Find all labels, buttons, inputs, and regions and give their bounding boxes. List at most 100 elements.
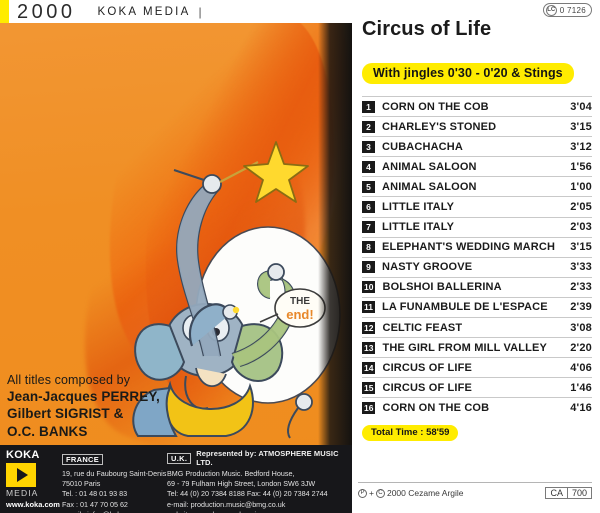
year-label: 2000 (17, 0, 76, 23)
france-address-line1: 19, rue du Faubourg Saint-Denis (62, 469, 167, 478)
table-row[interactable]: 9 NASTY GROOVE 3'33 (362, 256, 592, 277)
track-number: 5 (362, 180, 375, 193)
track-duration: 1'56 (570, 160, 592, 173)
lc-circle-icon: LC (545, 4, 557, 16)
album-title: Circus of Life (362, 18, 492, 40)
france-tag: FRANCE (62, 454, 104, 465)
credits-composer-1: Jean-Jacques PERREY, (7, 389, 160, 404)
uk-address: BMG Production Music. Bedford House, 69 … (167, 469, 352, 513)
track-duration: 3'33 (570, 261, 592, 274)
footer-bar: KOKA MEDIA www.koka.com FRANCE 19, rue d… (0, 445, 352, 513)
speech-bubble-line1: THE (290, 296, 310, 307)
track-title: CIRCUS OF LIFE (382, 381, 472, 394)
copyright-holder: 2000 Cezame Argile (386, 488, 464, 498)
table-row[interactable]: 7 LITTLE ITALY 2'03 (362, 216, 592, 237)
table-row[interactable]: 1 CORN ON THE COB 3'04 (362, 96, 592, 116)
uk-phones: Tel: 44 (0) 20 7384 8188 Fax: 44 (0) 20 … (167, 489, 328, 499)
track-duration: 3'12 (570, 140, 592, 153)
koka-play-icon (6, 463, 36, 487)
table-row[interactable]: 13 THE GIRL FROM MILL VALLEY 2'20 (362, 337, 592, 357)
uk-representative: Represented by: ATMOSPHERE MUSIC LTD. (196, 449, 339, 467)
panel-divider-band (318, 0, 352, 513)
track-number: 13 (362, 341, 376, 354)
track-title: CORN ON THE COB (382, 100, 489, 113)
track-duration: 1'00 (570, 180, 592, 193)
table-row[interactable]: 15 CIRCUS OF LIFE 1'46 (362, 377, 592, 397)
track-title: THE GIRL FROM MILL VALLEY (382, 341, 547, 354)
track-number: 9 (362, 261, 375, 274)
track-number: 8 (362, 241, 375, 254)
koka-media-label: MEDIA (6, 488, 39, 498)
copyright-icon: C (375, 488, 385, 498)
track-number: 3 (362, 140, 375, 153)
uk-email[interactable]: e-mail: production.music@bmg.co.uk (167, 499, 286, 509)
table-row[interactable]: 14 CIRCUS OF LIFE 4'06 (362, 357, 592, 377)
credits-intro: All titles composed by (7, 373, 131, 387)
track-title: ANIMAL SALOON (382, 180, 477, 193)
france-email[interactable]: e.mail : infos@koka.com (62, 510, 167, 513)
catalog-number: 700 (571, 488, 587, 498)
track-duration: 3'15 (570, 120, 592, 133)
copyright-text: P + C 2000 Cezame Argile (358, 488, 464, 498)
artwork-panel: THE end! All titles composed by Jean-Jac… (0, 0, 352, 513)
france-tel: Tel. : 01 48 01 93 83 (62, 489, 128, 499)
track-number: 15 (362, 381, 376, 394)
play-triangle-icon (17, 468, 28, 482)
publisher-label: KOKA MEDIA (97, 5, 191, 18)
track-duration: 3'04 (570, 100, 592, 113)
track-title: CUBACHACHA (382, 140, 463, 153)
track-duration: 4'16 (570, 401, 592, 414)
table-row[interactable]: 11 LA FUNAMBULE DE L'ESPACE 2'39 (362, 296, 592, 317)
track-title: NASTY GROOVE (382, 261, 473, 274)
table-row[interactable]: 10 BOLSHOI BALLERINA 2'33 (362, 276, 592, 297)
koka-website-link[interactable]: www.koka.com (6, 500, 60, 509)
track-duration: 3'15 (570, 241, 592, 254)
credits-composer-3: O.C. BANKS (7, 423, 88, 439)
track-number: 6 (362, 201, 375, 214)
track-number: 12 (362, 321, 376, 334)
table-row[interactable]: 12 CELTIC FEAST 3'08 (362, 317, 592, 337)
total-time-badge: Total Time : 58'59 (362, 424, 459, 441)
track-title: CHARLEY'S STONED (382, 120, 497, 133)
track-number: 7 (362, 221, 375, 234)
track-number: 2 (362, 120, 375, 133)
table-row[interactable]: 2 CHARLEY'S STONED 3'15 (362, 116, 592, 136)
track-duration: 2'03 (570, 221, 592, 234)
track-number: 10 (362, 281, 376, 294)
lc-number: 0 7126 (559, 5, 586, 15)
table-row[interactable]: 5 ANIMAL SALOON 1'00 (362, 176, 592, 196)
track-list: 1 CORN ON THE COB 3'04 2 CHARLEY'S STONE… (362, 96, 592, 418)
uk-header: U.K. Represented by: ATMOSPHERE MUSIC LT… (167, 449, 352, 467)
credits-composer-2: Gilbert SIGRIST & (7, 406, 124, 422)
track-title: BOLSHOI BALLERINA (382, 281, 502, 294)
table-row[interactable]: 16 CORN ON THE COB 4'16 (362, 397, 592, 417)
track-duration: 2'05 (570, 201, 592, 214)
track-title: CELTIC FEAST (382, 321, 463, 334)
koka-logo-block: KOKA MEDIA www.koka.com (0, 449, 62, 513)
table-row[interactable]: 3 CUBACHACHA 3'12 (362, 136, 592, 156)
yellow-accent-tab (0, 0, 9, 23)
track-title: LITTLE ITALY (382, 221, 455, 234)
track-duration: 2'33 (570, 281, 592, 294)
uk-address-line1: BMG Production Music. Bedford House, (167, 469, 295, 478)
copyright-plus: + (369, 488, 374, 498)
lc-code-badge: LC 0 7126 (542, 3, 592, 17)
track-duration: 1'46 (570, 381, 592, 394)
track-number: 1 (362, 100, 375, 113)
table-row[interactable]: 8 ELEPHANT'S WEDDING MARCH 3'15 (362, 236, 592, 257)
uk-website[interactable]: website: www.bmgprodmusic.com (167, 510, 352, 513)
speech-bubble-line2: end! (286, 307, 313, 322)
table-row[interactable]: 4 ANIMAL SALOON 1'56 (362, 156, 592, 176)
jingles-banner: With jingles 0'30 - 0'20 & Stings (362, 63, 574, 84)
table-row[interactable]: 6 LITTLE ITALY 2'05 (362, 196, 592, 216)
track-title: CIRCUS OF LIFE (382, 361, 472, 374)
france-fax: Fax : 01 47 70 05 62 (62, 499, 128, 509)
catalog-prefix: CA (546, 488, 568, 498)
uk-tag: U.K. (167, 452, 192, 464)
track-number: 11 (362, 301, 375, 314)
track-title: LA FUNAMBULE DE L'ESPACE (382, 301, 548, 314)
koka-wordmark: KOKA (6, 449, 40, 461)
track-title: ANIMAL SALOON (382, 160, 477, 173)
uk-address-line2: 69 - 79 Fulham High Street, London SW6 3… (167, 479, 316, 489)
